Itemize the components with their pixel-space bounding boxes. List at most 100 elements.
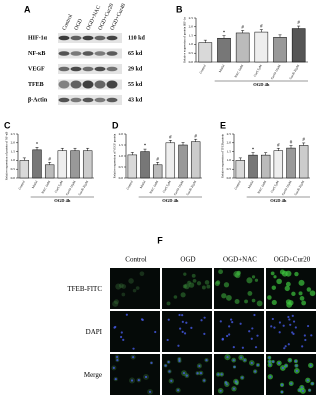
- lane-label: Control: [62, 13, 75, 31]
- nucleus: [198, 364, 201, 368]
- cell-green: [188, 282, 195, 288]
- x-tick-label: Control: [198, 64, 206, 75]
- nucleus: [272, 360, 275, 363]
- bar: [57, 150, 68, 179]
- x-tick-label: Cur20 20μM: [288, 64, 300, 80]
- nucleus: [248, 330, 251, 333]
- cell-green: [192, 278, 197, 283]
- nucleus: [226, 334, 229, 338]
- x-tick-label: Cur5 5μM: [270, 180, 280, 194]
- bar: [273, 37, 287, 63]
- band: [58, 51, 70, 56]
- sig-marker: #: [260, 25, 263, 30]
- bar: [178, 144, 188, 179]
- micro-image: [110, 268, 160, 309]
- nucleus: [268, 363, 272, 367]
- nucleus: [283, 347, 286, 350]
- x-tick-label: Cur5 5μM: [162, 180, 172, 194]
- nucleus: [148, 390, 152, 393]
- cell-green: [173, 295, 178, 299]
- sig-marker: #: [194, 134, 197, 139]
- bar: [190, 141, 201, 179]
- x-tick-label: Model: [247, 180, 255, 189]
- nucleus: [250, 361, 253, 365]
- cell-green: [247, 290, 253, 296]
- panel-label: D: [112, 120, 119, 130]
- nucleus: [137, 379, 140, 382]
- bar: [19, 160, 30, 179]
- nucleus: [284, 345, 287, 348]
- sig-marker: #: [48, 157, 51, 162]
- sig-marker: #: [297, 21, 300, 26]
- band: [70, 97, 82, 103]
- bar: [286, 147, 296, 179]
- nucleus: [220, 373, 223, 376]
- sig-marker: #: [290, 141, 293, 146]
- nucleus: [179, 327, 182, 330]
- column-label: Control: [125, 256, 146, 264]
- y-tick-label: 2.5: [11, 132, 16, 136]
- y-tick-label: 0.0: [227, 176, 232, 180]
- x-tick-label: Cur10 10μM: [173, 180, 185, 196]
- x-tick-label: Cur5 5μM: [253, 64, 263, 78]
- nucleus: [292, 320, 296, 323]
- nucleus: [241, 346, 244, 349]
- cell-green: [285, 281, 291, 287]
- nucleus: [280, 390, 284, 394]
- nucleus: [254, 370, 257, 373]
- cell-green: [270, 271, 275, 276]
- panel-label: C: [4, 120, 11, 130]
- nucleus: [224, 381, 227, 384]
- nucleus: [287, 315, 290, 319]
- band: [58, 97, 70, 103]
- sig-marker: *: [144, 144, 147, 149]
- y-tick-label: 0.0: [189, 60, 194, 64]
- nucleus: [253, 313, 256, 317]
- nucleus: [270, 325, 273, 328]
- nucleus: [190, 326, 193, 329]
- nucleus: [113, 326, 116, 329]
- nucleus: [284, 364, 288, 367]
- nucleus: [164, 364, 167, 367]
- size-label: 110 kd: [128, 35, 146, 41]
- column-label: OGD: [180, 256, 195, 264]
- cell-green: [276, 278, 282, 285]
- nucleus: [295, 369, 298, 372]
- nucleus: [306, 379, 309, 382]
- sig-marker: *: [36, 142, 39, 147]
- panel-label: E: [220, 120, 226, 130]
- band: [70, 66, 82, 72]
- nucleus: [243, 359, 246, 362]
- x-axis-label: OGD 4h: [253, 82, 270, 87]
- size-label: 29 kd: [128, 66, 143, 72]
- column-label: OGD+NAC: [223, 256, 257, 264]
- nucleus: [311, 382, 314, 385]
- bar: [235, 32, 250, 63]
- panel-label: B: [176, 4, 183, 14]
- nucleus: [300, 386, 303, 389]
- x-tick-label: Cur10 10μM: [270, 64, 282, 80]
- nucleus: [226, 356, 229, 359]
- cell-green: [218, 269, 224, 275]
- nucleus: [122, 338, 125, 341]
- y-tick-label: 0.0: [119, 176, 124, 180]
- nucleus: [290, 382, 293, 385]
- nucleus: [219, 389, 222, 392]
- nucleus: [278, 331, 281, 334]
- x-tick-label: Cur10 10μM: [65, 180, 77, 196]
- nucleus: [144, 375, 148, 379]
- nucleus: [119, 335, 123, 339]
- band: [94, 80, 106, 89]
- x-tick-label: NAC 1mM: [40, 180, 51, 195]
- cell-green: [285, 299, 292, 305]
- size-label: 55 kd: [128, 82, 143, 88]
- sig-marker: #: [156, 157, 159, 162]
- lane-label: OGD: [74, 18, 84, 31]
- nucleus: [301, 345, 304, 348]
- bar: [254, 31, 269, 63]
- nucleus: [273, 326, 276, 329]
- sig-marker: *: [252, 148, 255, 153]
- cell-green: [267, 295, 272, 300]
- cell-green: [298, 291, 303, 296]
- nucleus: [254, 346, 258, 349]
